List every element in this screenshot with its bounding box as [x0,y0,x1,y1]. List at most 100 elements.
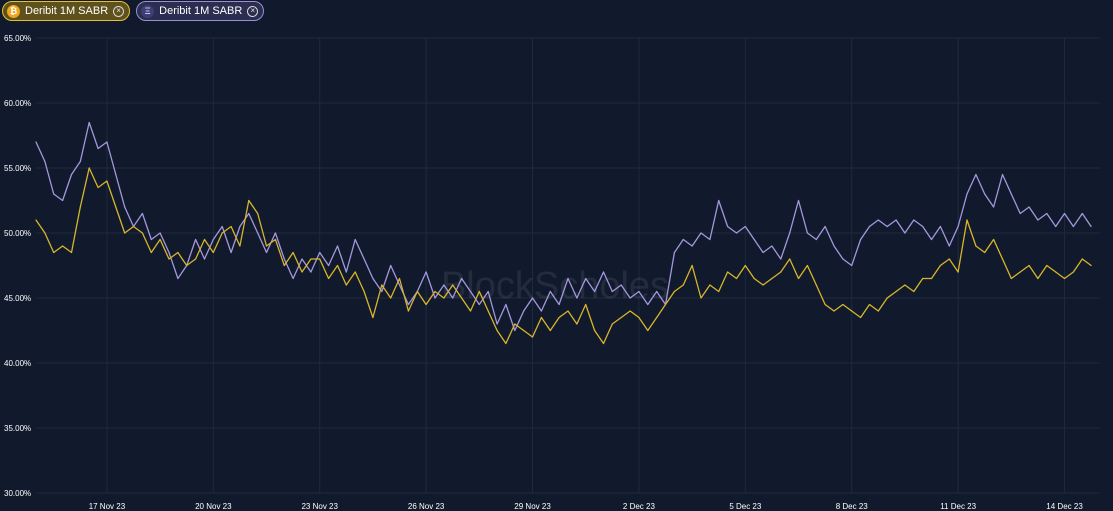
data-point [620,284,622,286]
data-point [851,310,853,312]
data-point [895,290,897,293]
data-point [1055,225,1057,228]
data-point [1063,212,1066,215]
data-point [1046,264,1048,267]
x-tick-label: 8 Dec 23 [836,502,869,511]
data-point [727,225,729,228]
data-point [336,245,339,247]
ethereum-icon: Ξ [141,4,155,18]
data-point [868,225,871,228]
data-point [647,303,649,306]
close-icon[interactable]: × [247,5,259,17]
data-point [328,264,330,267]
data-point [186,264,188,267]
data-point [487,290,489,293]
data-point [567,310,569,312]
watermark: BlockScholes [441,265,669,307]
data-point [416,290,418,293]
data-point [611,323,613,325]
data-point [842,258,844,260]
data-point [354,271,356,273]
data-point [363,290,365,293]
data-point [744,264,746,267]
data-point [487,310,489,312]
data-point [301,258,303,260]
data-point [673,251,676,254]
data-point [797,277,800,280]
data-point [1019,212,1021,215]
data-point [523,310,525,312]
data-point [735,232,738,234]
data-point [1010,193,1012,195]
data-point [372,316,374,319]
legend-chip-eth[interactable]: Ξ Deribit 1M SABR × [136,1,265,21]
data-point [682,238,684,241]
data-point [735,277,738,280]
data-point [602,271,605,273]
x-tick-label: 5 Dec 23 [729,502,762,511]
data-point [656,316,658,319]
data-point [1081,258,1083,260]
data-point [1090,264,1092,267]
data-point [718,290,720,293]
data-point [443,297,445,299]
data-point [496,329,498,332]
y-tick-label: 45.00% [4,294,31,303]
legend-chip-btc[interactable]: ₿ Deribit 1M SABR × [2,1,131,21]
data-point [957,225,959,228]
data-point [53,251,55,254]
data-point [682,284,684,286]
data-point [806,264,809,267]
data-point [398,277,401,280]
data-point [922,277,924,280]
data-point [88,121,90,124]
data-point [558,316,560,319]
data-point [1072,225,1074,228]
data-point [1001,258,1004,260]
data-point [390,264,392,267]
data-point [469,310,472,312]
data-point [177,251,179,254]
data-point [691,245,693,247]
data-point [514,323,516,325]
data-point [576,297,578,299]
data-point [461,297,463,299]
data-point [124,232,126,234]
data-point [771,245,773,247]
data-point [1019,271,1021,273]
data-point [248,199,250,202]
data-point [177,277,179,280]
data-point [585,303,587,306]
data-point [283,258,285,260]
data-point [780,271,782,273]
data-point [407,310,409,312]
data-point [744,225,746,228]
data-point [957,271,959,273]
data-point [124,206,126,208]
data-point [1090,225,1092,228]
data-point [709,238,711,241]
data-point [434,290,436,293]
data-point [203,238,206,241]
data-point [168,258,170,260]
data-point [886,297,888,299]
data-point [239,245,241,247]
data-point [540,316,543,319]
data-point [159,232,161,234]
close-icon[interactable]: × [113,5,125,17]
data-point [860,316,862,319]
data-point [496,323,498,325]
data-point [106,180,108,182]
data-point [727,271,729,273]
data-point [833,310,835,312]
data-point [425,271,427,273]
data-point [274,238,276,241]
data-point [656,290,658,293]
data-point [1072,271,1074,273]
data-point [434,297,436,299]
data-point [1081,212,1083,215]
data-point [877,310,879,312]
data-point [230,225,232,228]
data-point [221,225,223,228]
